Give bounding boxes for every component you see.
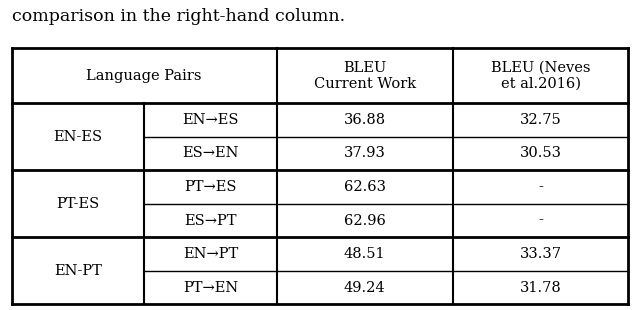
Text: ES→PT: ES→PT — [184, 214, 237, 228]
Text: EN→PT: EN→PT — [183, 247, 238, 261]
Text: PT→EN: PT→EN — [183, 281, 238, 294]
Text: PT-ES: PT-ES — [56, 197, 99, 211]
Text: Language Pairs: Language Pairs — [86, 69, 202, 82]
Text: ES→EN: ES→EN — [182, 147, 239, 161]
Text: 62.96: 62.96 — [344, 214, 386, 228]
Text: 32.75: 32.75 — [520, 113, 561, 127]
Text: BLEU (Neves
et al.2016): BLEU (Neves et al.2016) — [491, 60, 590, 91]
Text: 36.88: 36.88 — [344, 113, 386, 127]
Text: -: - — [538, 214, 543, 228]
Text: 37.93: 37.93 — [344, 147, 386, 161]
Text: comparison in the right-hand column.: comparison in the right-hand column. — [12, 8, 345, 25]
Text: -: - — [538, 180, 543, 194]
Text: 30.53: 30.53 — [520, 147, 561, 161]
Text: EN-PT: EN-PT — [54, 264, 102, 278]
Text: 48.51: 48.51 — [344, 247, 385, 261]
Text: 62.63: 62.63 — [344, 180, 386, 194]
Text: 31.78: 31.78 — [520, 281, 561, 294]
Text: PT→ES: PT→ES — [184, 180, 237, 194]
Text: EN→ES: EN→ES — [182, 113, 239, 127]
Text: BLEU
Current Work: BLEU Current Work — [314, 60, 416, 91]
Text: 33.37: 33.37 — [520, 247, 561, 261]
Text: 49.24: 49.24 — [344, 281, 385, 294]
Text: EN-ES: EN-ES — [53, 130, 102, 144]
